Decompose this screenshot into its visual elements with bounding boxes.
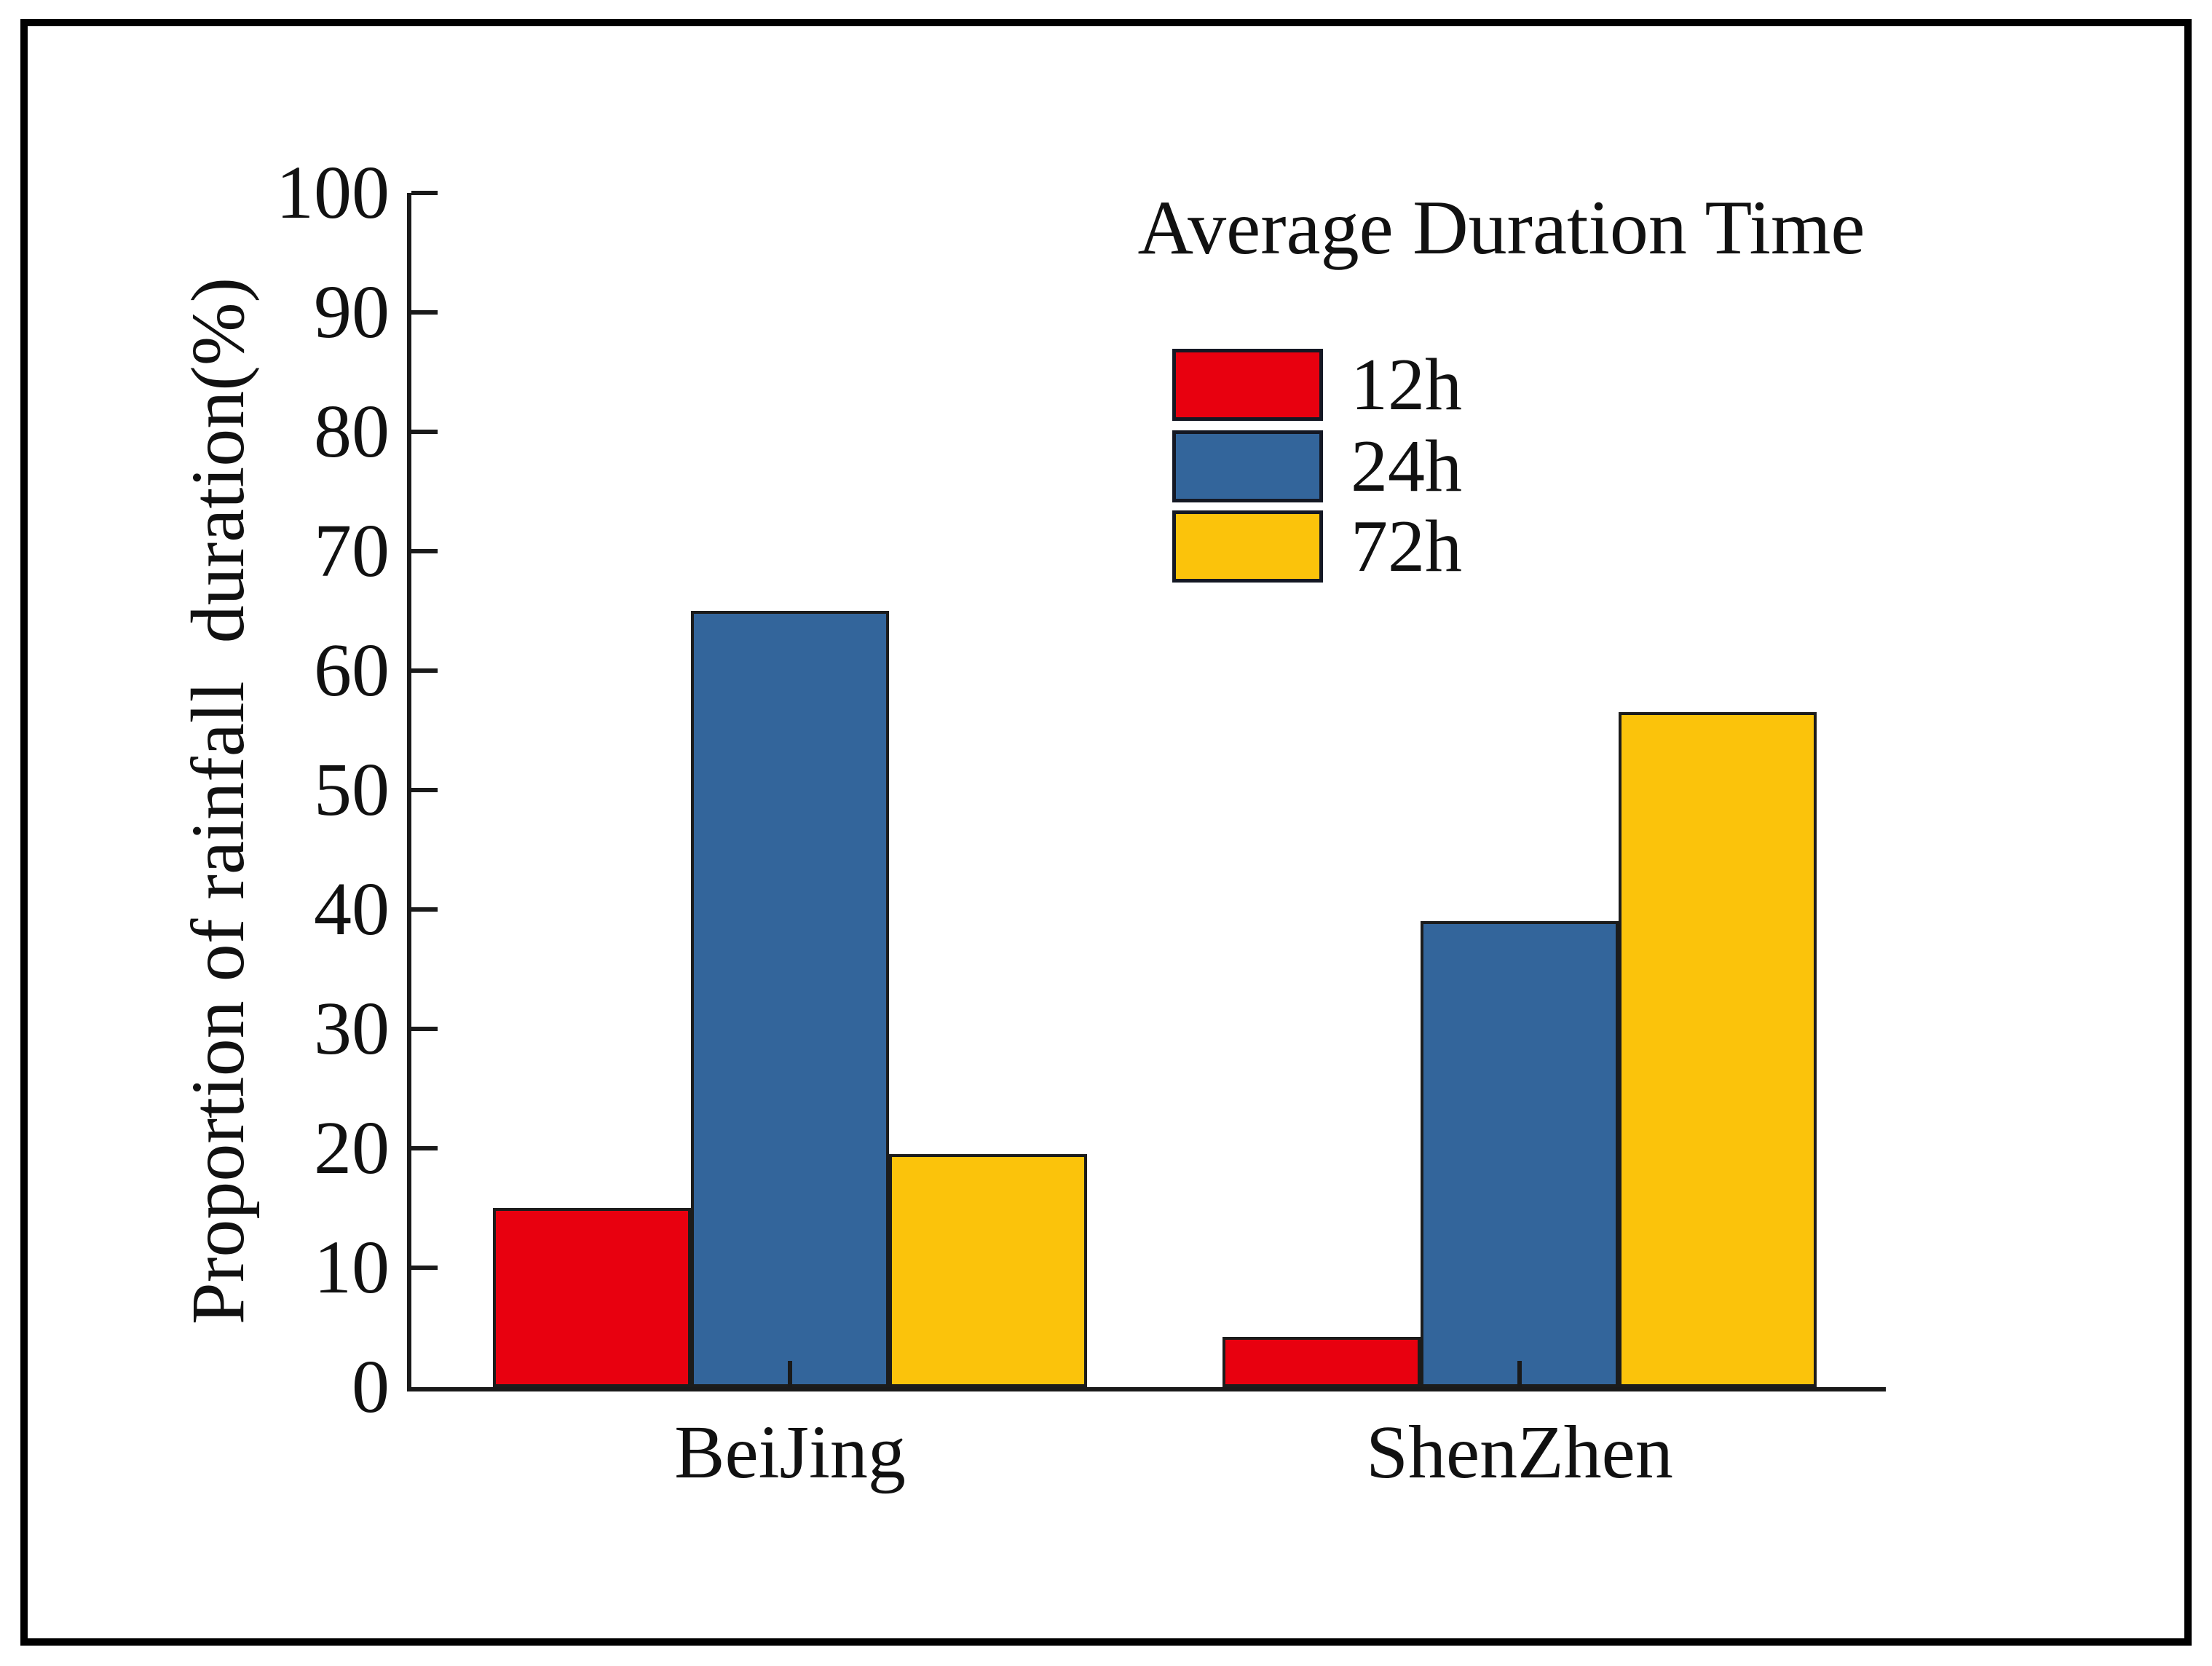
y-tick-label-70: 70 xyxy=(314,509,390,593)
x-category-label-beijing: BeiJing xyxy=(674,1410,906,1494)
bar-beijing-72h xyxy=(889,1154,1087,1387)
y-tick-label-20: 20 xyxy=(314,1106,390,1190)
y-tick-10 xyxy=(411,1266,438,1270)
y-tick-20 xyxy=(411,1146,438,1150)
y-tick-40 xyxy=(411,907,438,912)
figure-border xyxy=(20,19,2192,1646)
y-tick-100 xyxy=(411,191,438,195)
plot-area xyxy=(411,191,1886,1387)
bar-shenzhen-24h xyxy=(1421,921,1619,1387)
y-tick-70 xyxy=(411,549,438,553)
x-tick-beijing xyxy=(788,1361,792,1387)
y-tick-label-0: 0 xyxy=(352,1345,390,1429)
legend-swatch-24h xyxy=(1172,430,1323,502)
bar-shenzhen-12h xyxy=(1222,1337,1421,1387)
y-axis-line xyxy=(407,193,411,1391)
y-tick-label-30: 30 xyxy=(314,987,390,1070)
legend-title: Average Duration Time xyxy=(1137,185,1865,270)
legend-swatch-72h xyxy=(1172,510,1323,583)
y-tick-label-90: 90 xyxy=(314,270,390,354)
bar-beijing-24h xyxy=(691,611,889,1387)
y-tick-80 xyxy=(411,430,438,434)
legend-label-24h: 24h xyxy=(1351,425,1462,508)
y-tick-label-100: 100 xyxy=(276,151,390,234)
y-tick-60 xyxy=(411,668,438,673)
legend-label-12h: 12h xyxy=(1351,343,1462,426)
x-category-label-shenzhen: ShenZhen xyxy=(1366,1410,1673,1494)
y-tick-label-40: 40 xyxy=(314,867,390,951)
y-tick-label-50: 50 xyxy=(314,748,390,832)
y-tick-label-10: 10 xyxy=(314,1225,390,1309)
y-tick-90 xyxy=(411,310,438,315)
legend-label-72h: 72h xyxy=(1351,505,1462,588)
y-tick-30 xyxy=(411,1027,438,1031)
bar-shenzhen-72h xyxy=(1619,712,1817,1387)
y-axis-title: Proportion of rainfall duration(%) xyxy=(176,277,260,1325)
y-tick-label-60: 60 xyxy=(314,628,390,712)
x-axis-line xyxy=(407,1387,1886,1391)
y-tick-label-80: 80 xyxy=(314,390,390,473)
x-tick-shenzhen xyxy=(1517,1361,1522,1387)
legend-swatch-12h xyxy=(1172,349,1323,421)
bar-beijing-12h xyxy=(493,1208,691,1387)
y-tick-50 xyxy=(411,788,438,792)
